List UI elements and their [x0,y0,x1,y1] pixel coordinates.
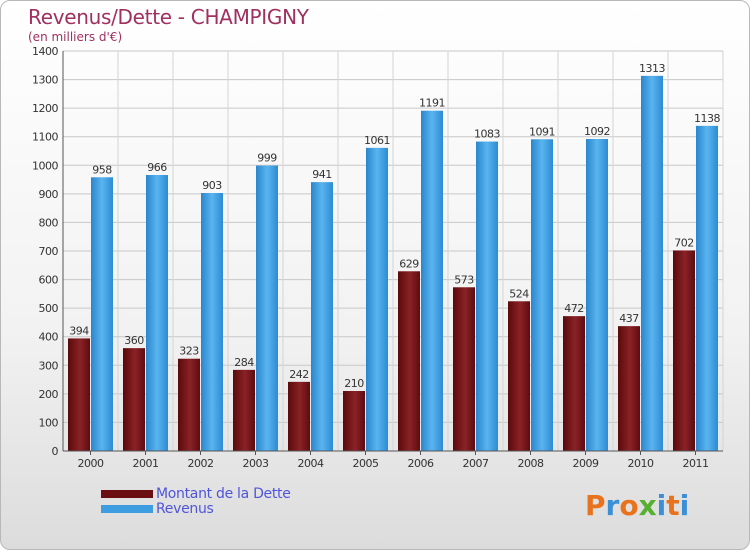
bar-revenue [366,147,388,451]
x-tick-label: 2002 [188,457,214,470]
y-tick-label: 1400 [32,45,58,58]
bar-revenue [201,193,223,451]
data-label-debt: 437 [619,312,639,325]
y-tick-label: 800 [39,216,59,229]
x-tick-label: 2010 [628,457,654,470]
data-label-debt: 360 [124,334,144,347]
bar-revenue [256,165,278,452]
data-label-revenue: 941 [312,168,332,181]
bar-debt [288,381,310,451]
logo-letter: i [679,489,690,522]
x-tick-label: 2008 [518,457,544,470]
y-tick-label: 1000 [32,159,58,172]
y-tick-label: 100 [39,416,59,429]
data-label-revenue: 1313 [639,62,665,75]
data-label-revenue: 1083 [474,128,500,141]
y-tick-label: 600 [39,274,59,287]
data-label-revenue: 1061 [364,134,390,147]
x-tick-label: 2003 [243,457,269,470]
logo-letter: o [619,489,639,522]
y-tick-label: 1100 [32,131,58,144]
data-label-debt: 210 [344,377,364,390]
data-label-debt: 242 [289,368,309,381]
chart-title: Revenus/Dette - CHAMPIGNY [28,5,309,29]
data-label-debt: 394 [69,324,89,337]
data-label-revenue: 999 [257,152,277,165]
x-tick-label: 2004 [298,457,324,470]
data-label-revenue: 1091 [529,125,555,138]
bar-debt [563,316,585,451]
bar-revenue [696,125,718,451]
data-label-debt: 629 [399,257,419,270]
bar-debt [618,326,640,451]
bar-debt [508,301,530,451]
data-label-debt: 323 [179,345,199,358]
bar-revenue [476,141,498,452]
data-label-debt: 524 [509,287,529,300]
proxiti-logo: Proxiti [585,489,689,522]
y-tick-label: 1300 [32,74,58,87]
logo-letter: x [638,489,657,522]
data-label-debt: 573 [454,273,474,286]
data-label-revenue: 1191 [419,97,445,110]
chart-subtitle: (en milliers d'€) [28,30,123,44]
bar-debt [453,287,475,451]
x-tick-label: 2005 [353,457,379,470]
data-label-revenue: 958 [92,163,112,176]
logo-letter: i [656,489,667,522]
x-tick-label: 2001 [133,457,159,470]
y-tick-label: 400 [39,331,59,344]
y-tick-label: 300 [39,359,59,372]
data-label-revenue: 1138 [694,112,720,125]
logo-letter: t [666,489,680,522]
bar-debt [123,348,145,451]
bar-debt [233,369,255,451]
legend-label-debt: Montant de la Dette [156,486,291,502]
bar-revenue [421,110,443,451]
bar-debt [343,391,365,451]
bar-revenue [531,139,553,452]
y-tick-label: 0 [52,445,59,458]
bar-revenue [146,175,168,451]
y-tick-label: 1200 [32,102,58,115]
x-tick-label: 2011 [683,457,709,470]
data-label-debt: 702 [674,236,694,249]
x-tick-label: 2000 [78,457,104,470]
bar-debt [673,250,695,451]
y-tick-label: 500 [39,302,59,315]
bar-revenue [641,75,663,451]
y-tick-label: 700 [39,245,59,258]
bar-debt [68,338,90,451]
data-label-revenue: 1092 [584,125,610,138]
legend-swatch-revenue [101,505,153,513]
x-tick-label: 2009 [573,457,599,470]
bar-revenue [586,139,608,451]
data-label-debt: 284 [234,356,254,369]
x-tick-label: 2006 [408,457,434,470]
y-tick-label: 200 [39,388,59,401]
logo-letter: r [605,489,620,522]
y-tick-label: 900 [39,188,59,201]
logo-letter: P [585,489,606,522]
legend-label-revenue: Revenus [156,501,214,517]
data-label-revenue: 966 [147,161,167,174]
data-label-debt: 472 [564,302,584,315]
bar-revenue [311,182,333,451]
x-tick-label: 2007 [463,457,489,470]
legend-swatch-debt [101,490,153,498]
data-label-revenue: 903 [202,179,222,192]
bar-debt [398,271,420,451]
bar-debt [178,358,200,451]
bar-revenue [91,177,113,452]
